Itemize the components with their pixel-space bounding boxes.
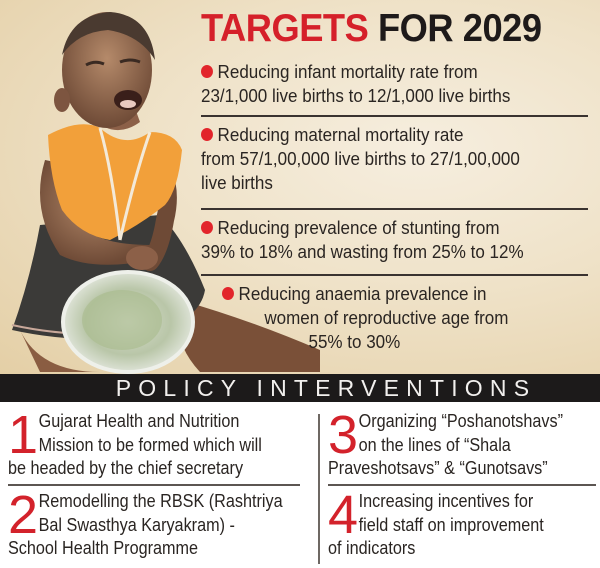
target-line: women of reproductive age from (264, 307, 509, 328)
policy-line: Organizing “Poshanotshavs” (358, 411, 564, 431)
divider (201, 115, 588, 117)
target-item-infant-mortality: Reducing infant mortality rate from 23/1… (201, 60, 587, 108)
policy-line: School Health Programme (8, 538, 198, 558)
policy-number: 4 (328, 485, 359, 545)
divider (328, 484, 596, 486)
target-line: 39% to 18% and wasting from 25% to 12% (201, 241, 524, 262)
policy-line: on the lines of “Shala (358, 434, 511, 455)
target-item-maternal-mortality: Reducing maternal mortality rate from 57… (201, 123, 587, 195)
target-line: Reducing prevalence of stunting from (217, 217, 500, 238)
target-line: from 57/1,00,000 live births to 27/1,00,… (201, 148, 520, 169)
policy-line: Bal Swasthya Karyakram) - (38, 514, 235, 535)
policy-number: 1 (8, 405, 39, 465)
policy-line: be headed by the chief secretary (8, 458, 244, 478)
policy-heading: POLICY INTERVENTIONS (115, 375, 537, 401)
red-dot-icon (201, 128, 213, 141)
policy-line: of indicators (328, 538, 416, 558)
policy-number: 3 (328, 405, 359, 465)
policy-item-2: 2 Remodelling the RBSK (Rashtriya Bal Sw… (8, 485, 338, 561)
red-dot-icon (201, 65, 213, 78)
child-photo (11, 12, 320, 374)
policy-line: Increasing incentives for (358, 491, 534, 511)
policy-interventions-band: POLICY INTERVENTIONS (0, 374, 600, 402)
target-item-stunting-wasting: Reducing prevalence of stunting from 39%… (201, 216, 587, 264)
divider (201, 274, 588, 276)
target-item-anaemia: Reducing anaemia prevalence in women of … (222, 282, 600, 354)
red-dot-icon (201, 221, 213, 234)
target-line: 55% to 30% (308, 331, 401, 352)
red-dot-icon (222, 287, 234, 300)
policy-line: Remodelling the RBSK (Rashtriya (38, 491, 283, 511)
policy-line: Gujarat Health and Nutrition (38, 411, 240, 431)
policy-item-4: 4 Increasing incentives for field staff … (328, 485, 600, 561)
target-line: Reducing infant mortality rate from (217, 61, 478, 82)
policy-item-1: 1 Gujarat Health and Nutrition Mission t… (8, 405, 338, 481)
divider (8, 484, 300, 486)
title-targets: TARGETS (201, 7, 369, 50)
policy-item-3: 3 Organizing “Poshanotshavs” on the line… (328, 405, 600, 481)
policy-line: Mission to be formed which will (38, 434, 262, 455)
target-line: 23/1,000 live births to 12/1,000 live bi… (201, 85, 511, 106)
divider (201, 208, 588, 210)
policy-line: Praveshotsavs” & “Gunotsavs” (328, 458, 548, 478)
policy-line: field staff on improvement (358, 514, 544, 535)
policy-number: 2 (8, 485, 39, 545)
target-line: live births (201, 172, 273, 193)
policy-interventions-panel: 1 Gujarat Health and Nutrition Mission t… (0, 402, 600, 568)
targets-panel: TARGETS FOR 2029 Reducing infant mortali… (0, 0, 600, 374)
page-title: TARGETS FOR 2029 (201, 8, 542, 50)
title-year: FOR 2029 (377, 7, 542, 50)
target-line: Reducing maternal mortality rate (217, 124, 464, 145)
column-divider (318, 414, 320, 564)
target-line: Reducing anaemia prevalence in (238, 283, 487, 304)
